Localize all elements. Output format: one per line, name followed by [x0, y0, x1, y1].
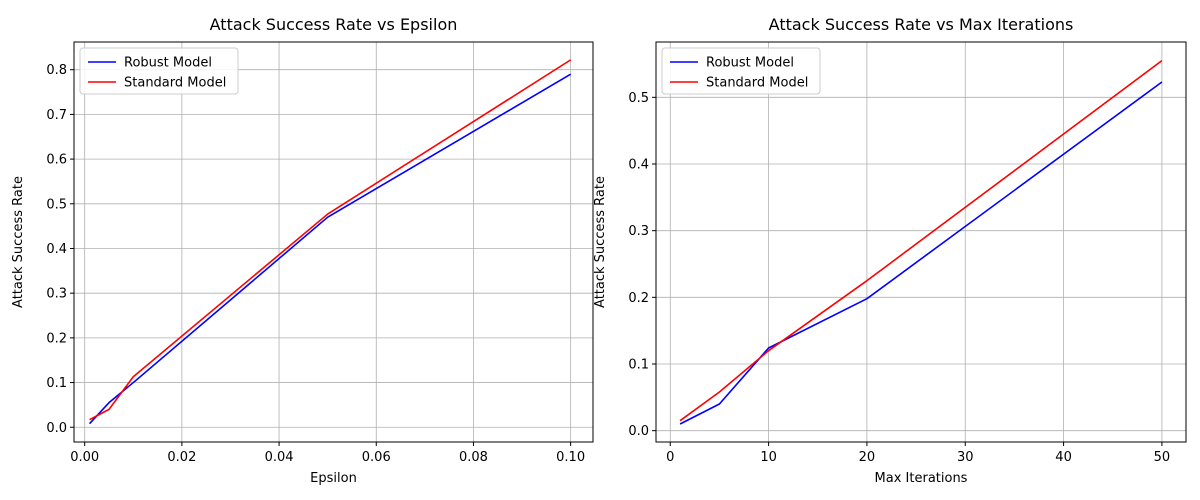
y-tick-label: 0.3 — [46, 287, 67, 302]
chart-title: Attack Success Rate vs Max Iterations — [769, 15, 1074, 34]
x-tick-label: 0.02 — [167, 450, 196, 465]
y-tick-label: 0.3 — [628, 224, 649, 239]
x-tick-label: 20 — [859, 450, 876, 465]
legend-frame — [661, 47, 821, 95]
series-line-robust — [88, 73, 572, 425]
x-axis-label: Epsilon — [310, 471, 357, 486]
y-tick-label: 0.4 — [46, 242, 67, 257]
y-tick-label: 0.1 — [628, 358, 649, 373]
x-tick-label: 0.00 — [70, 450, 99, 465]
x-tick-label: 10 — [760, 450, 777, 465]
legend-entry: Robust Model — [706, 56, 794, 71]
legend-frame — [79, 47, 239, 95]
x-tick-label: 0 — [666, 450, 674, 465]
y-tick-label: 0.2 — [628, 291, 649, 306]
y-tick-label: 0.4 — [628, 158, 649, 173]
legend: Robust Model Standard Model — [79, 47, 239, 95]
x-tick-label: 0.10 — [556, 450, 585, 465]
series-line-standard — [679, 60, 1163, 422]
chart-epsilon: 0.00 0.02 0.04 0.06 0.08 0.10 0.0 0.1 0.2 0.3 0.4 0… — [11, 15, 594, 486]
y-tick-label: 0.5 — [46, 197, 67, 212]
y-tick-label: 0.0 — [46, 421, 67, 436]
y-axis-label: Attack Success Rate — [593, 176, 608, 308]
y-tick-label: 0.0 — [628, 424, 649, 439]
x-tick-label: 50 — [1154, 450, 1171, 465]
legend-entry: Robust Model — [124, 56, 212, 71]
chart-max-iterations: 0 10 20 30 40 50 0.0 0.1 0.2 0.3 0.4 0.5 Attack Succ… — [593, 15, 1187, 486]
axes-frame — [73, 41, 594, 443]
x-tick-label: 0.08 — [459, 450, 488, 465]
y-tick-label: 0.6 — [46, 153, 67, 168]
y-axis-label: Attack Success Rate — [11, 176, 26, 308]
series-line-standard — [89, 59, 572, 421]
chart-title: Attack Success Rate vs Epsilon — [210, 15, 458, 34]
y-tick-label: 0.5 — [628, 91, 649, 106]
y-tick-label: 0.8 — [46, 63, 67, 78]
axes-frame — [655, 41, 1187, 443]
x-tick-label: 40 — [1055, 450, 1072, 465]
y-tick-label: 0.7 — [46, 108, 67, 123]
x-tick-label: 0.04 — [265, 450, 294, 465]
series-line-robust — [679, 81, 1163, 425]
y-tick-label: 0.2 — [46, 331, 67, 346]
legend: Robust Model Standard Model — [661, 47, 821, 95]
legend-entry: Standard Model — [706, 76, 808, 91]
x-tick-label: 0.06 — [362, 450, 391, 465]
x-tick-label: 30 — [957, 450, 974, 465]
x-axis-label: Max Iterations — [875, 471, 968, 486]
legend-entry: Standard Model — [124, 76, 226, 91]
y-tick-label: 0.1 — [46, 376, 67, 391]
